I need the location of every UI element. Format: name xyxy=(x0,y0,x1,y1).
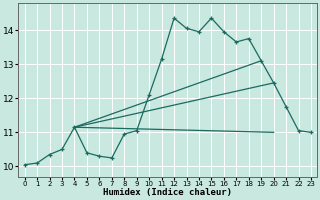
X-axis label: Humidex (Indice chaleur): Humidex (Indice chaleur) xyxy=(103,188,232,197)
